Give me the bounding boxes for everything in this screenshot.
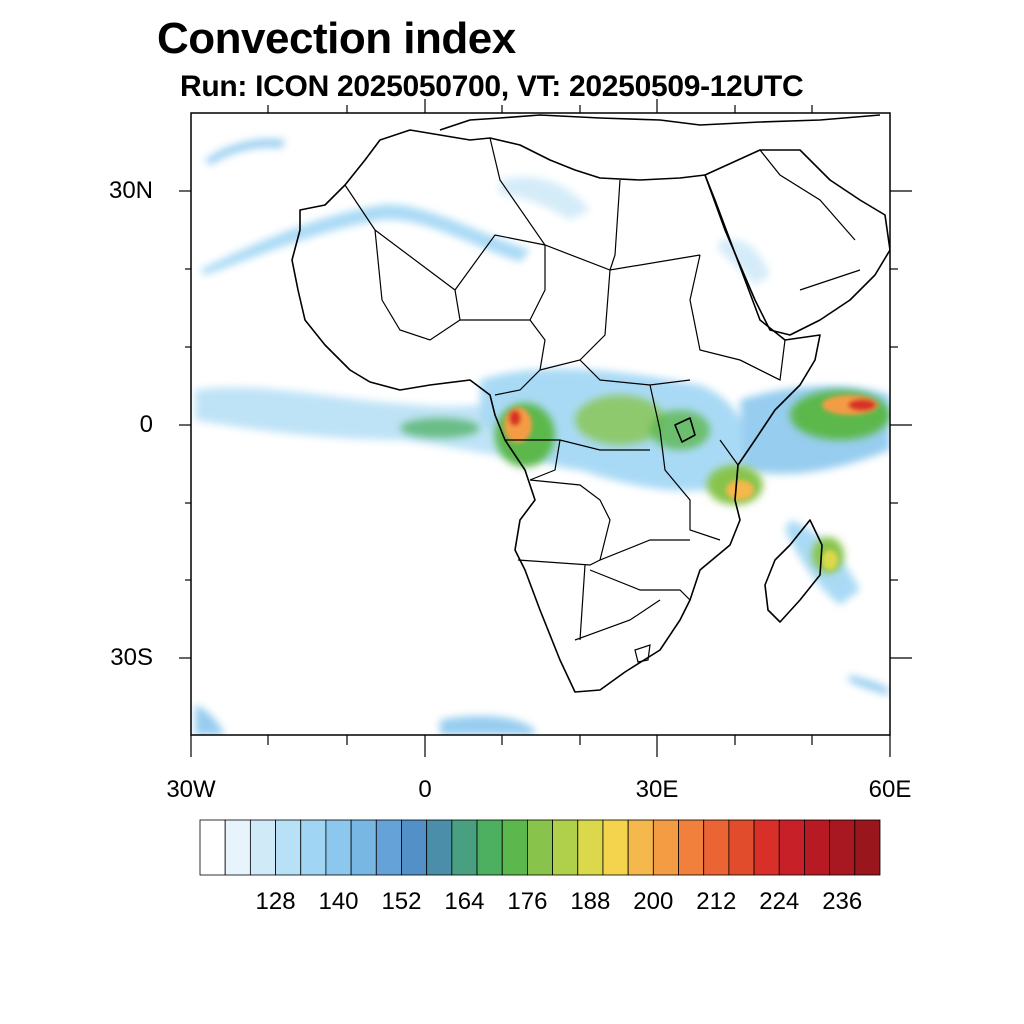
band-sahara bbox=[500, 176, 590, 220]
colorbar-swatch-20 bbox=[703, 819, 730, 876]
run-subtitle: Run: ICON 2025050700, VT: 20250509-12UTC bbox=[180, 70, 804, 103]
core-gabon-2 bbox=[509, 410, 521, 426]
europe-coastline bbox=[439, 114, 881, 131]
lon-label-60e: 60E bbox=[868, 776, 912, 803]
lon-label-0: 0 bbox=[418, 776, 432, 803]
lon-label-30w: 30W bbox=[166, 776, 216, 803]
colorbar bbox=[199, 819, 881, 876]
band-south-ocean-2 bbox=[440, 715, 535, 735]
band-southeast bbox=[848, 675, 890, 695]
colorbar-swatch-19 bbox=[678, 819, 705, 876]
colorbar-swatch-16 bbox=[602, 819, 629, 876]
arabia-coastline bbox=[704, 149, 890, 336]
madagascar-coastline bbox=[764, 519, 823, 623]
band-red-sea bbox=[718, 239, 770, 285]
colorbar-swatch-1 bbox=[224, 819, 251, 876]
lon-label-30e: 30E bbox=[635, 776, 679, 803]
colorbar-label-152: 152 bbox=[381, 888, 422, 915]
band-atlantic-north bbox=[200, 204, 530, 275]
colorbar-swatch-3 bbox=[275, 819, 302, 876]
colorbar-swatch-22 bbox=[753, 819, 780, 876]
country-borders bbox=[344, 137, 861, 663]
coastlines bbox=[291, 114, 890, 693]
colorbar-swatch-6 bbox=[350, 819, 377, 876]
colorbar-swatch-15 bbox=[577, 819, 604, 876]
colorbar-swatch-14 bbox=[552, 819, 579, 876]
africa-coastline bbox=[291, 129, 821, 693]
colorbar-swatch-2 bbox=[249, 819, 276, 876]
colorbar-label-212: 212 bbox=[696, 888, 737, 915]
colorbar-label-224: 224 bbox=[759, 888, 800, 915]
lat-label-30s: 30S bbox=[110, 644, 153, 671]
core-tanzania bbox=[726, 480, 754, 500]
core-madagascar bbox=[822, 550, 838, 570]
map-title: Convection index bbox=[157, 14, 516, 63]
colorbar-swatch-10 bbox=[451, 819, 478, 876]
lat-label-30n: 30N bbox=[108, 177, 153, 204]
cell-congo-east bbox=[575, 395, 665, 445]
colorbar-swatch-11 bbox=[476, 819, 503, 876]
colorbar-swatch-21 bbox=[728, 819, 755, 876]
colorbar-swatch-23 bbox=[778, 819, 805, 876]
colorbar-swatch-18 bbox=[652, 819, 679, 876]
colorbar-label-236: 236 bbox=[822, 888, 863, 915]
colorbar-swatch-0 bbox=[199, 819, 226, 876]
colorbar-swatch-17 bbox=[627, 819, 654, 876]
band-equator-west bbox=[195, 387, 560, 460]
colorbar-label-200: 200 bbox=[633, 888, 674, 915]
colorbar-swatch-5 bbox=[325, 819, 352, 876]
colorbar-swatch-13 bbox=[527, 819, 553, 876]
colorbar-swatch-4 bbox=[300, 819, 327, 876]
colorbar-label-176: 176 bbox=[507, 888, 548, 915]
lake-victoria bbox=[674, 417, 696, 443]
colorbar-swatch-7 bbox=[375, 819, 402, 876]
cell-lake-victoria bbox=[650, 410, 710, 450]
plot-frame bbox=[190, 112, 891, 736]
axis-ticks bbox=[179, 99, 912, 757]
colorbar-swatch-24 bbox=[804, 819, 831, 876]
colorbar-swatch-25 bbox=[829, 819, 856, 876]
colorbar-swatch-26 bbox=[854, 819, 881, 876]
colorbar-swatch-9 bbox=[426, 819, 453, 876]
convection-field bbox=[195, 139, 890, 735]
colorbar-swatch-12 bbox=[501, 819, 528, 876]
band-south-ocean bbox=[195, 705, 225, 735]
lat-label-equator: 0 bbox=[139, 411, 153, 438]
colorbar-label-128: 128 bbox=[255, 888, 296, 915]
colorbar-label-164: 164 bbox=[444, 888, 485, 915]
cell-equator-west bbox=[400, 418, 480, 438]
colorbar-label-140: 140 bbox=[318, 888, 359, 915]
colorbar-swatch-8 bbox=[401, 819, 428, 876]
band-northwest-arc bbox=[205, 139, 285, 165]
colorbar-label-188: 188 bbox=[570, 888, 611, 915]
core-indian-ocean-2 bbox=[848, 399, 876, 411]
